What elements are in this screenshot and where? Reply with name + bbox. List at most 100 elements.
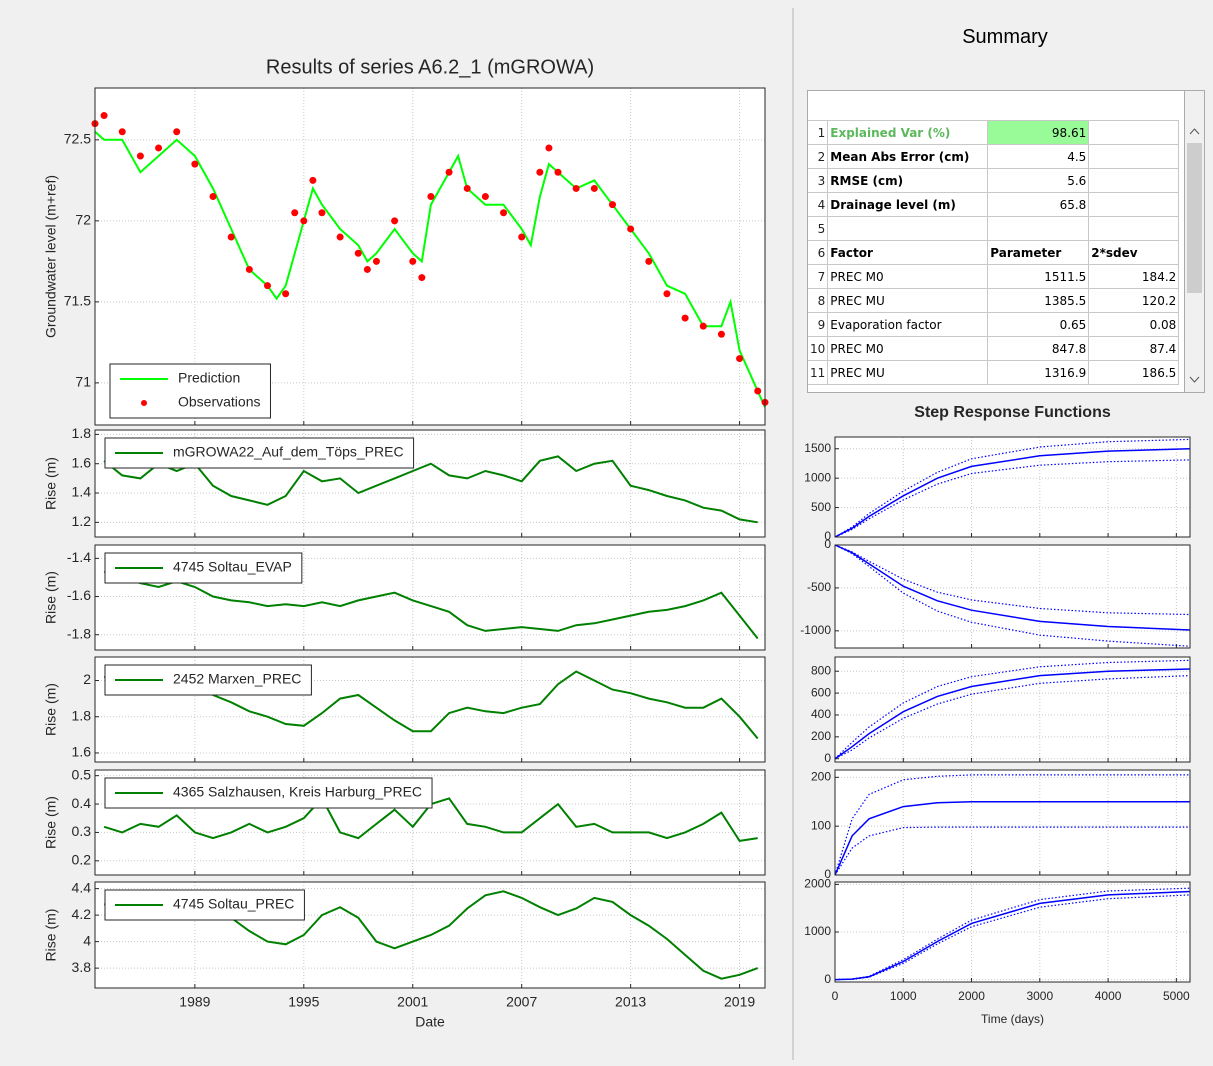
y-tick-label: 0 — [824, 867, 831, 881]
legend-label: 4365 Salzhausen, Kreis Harburg_PREC — [173, 784, 422, 800]
y-tick-label: -1.4 — [67, 549, 91, 565]
y-axis-label: Rise (m) — [43, 909, 59, 962]
series-line — [834, 826, 1190, 876]
observation-point — [227, 233, 235, 241]
y-tick-label: 1.6 — [72, 744, 92, 760]
y-tick-label: 600 — [811, 685, 831, 699]
observation-point — [518, 233, 526, 241]
observation-point — [590, 184, 598, 192]
observation-point — [717, 330, 725, 338]
table-cell: 1316.9 — [987, 360, 1090, 385]
legend-label: 4745 Soltau_EVAP — [173, 559, 292, 575]
table-cell: PREC M0 — [827, 264, 989, 289]
series-line — [834, 675, 1191, 760]
table-row: 3 RMSE (cm) 5.6 — [808, 168, 1180, 193]
table-row: 7 PREC M0 1511.5 184.2 — [808, 264, 1180, 289]
y-tick-label: 500 — [811, 500, 831, 514]
axes-box — [834, 769, 1191, 876]
scroll-thumb[interactable] — [1187, 143, 1202, 293]
table-cell: Explained Var (%) — [827, 120, 989, 145]
legend-label: mGROWA22_Auf_dem_Töps_PREC — [173, 444, 404, 460]
series-line — [834, 544, 1191, 631]
legend: 4365 Salzhausen, Kreis Harburg_PREC — [104, 777, 433, 809]
y-tick-label: 0 — [824, 972, 831, 986]
table-cell: 3 — [808, 168, 829, 193]
axes-box — [94, 87, 766, 426]
y-tick-label: 0.3 — [72, 823, 92, 839]
scroll-down[interactable] — [1189, 376, 1200, 383]
observation-point — [500, 209, 508, 217]
observation-point — [681, 314, 689, 322]
x-tick-label: 2007 — [506, 994, 537, 1010]
table-cell: 5.6 — [987, 168, 1090, 193]
table-cell: 98.61 — [987, 120, 1090, 145]
y-tick-label: 400 — [811, 707, 831, 721]
legend: Prediction Observations — [109, 363, 271, 419]
scroll-up[interactable] — [1189, 128, 1200, 135]
y-axis-label: Rise (m) — [43, 683, 59, 736]
chart-title: Results of series A6.2_1 (mGROWA) — [266, 56, 594, 78]
y-tick-label: 72.5 — [64, 131, 91, 147]
x-axis-label: Time (days) — [981, 1012, 1044, 1026]
observation-point — [209, 193, 217, 201]
table-cell — [827, 216, 989, 241]
table-cell: 5 — [808, 216, 829, 241]
y-tick-label: 200 — [811, 769, 831, 783]
series-line — [834, 544, 1191, 647]
observation-point — [754, 387, 762, 395]
observation-point — [627, 225, 635, 233]
table-cell — [1088, 144, 1180, 169]
axes-box — [94, 769, 766, 876]
observation-point — [263, 282, 271, 290]
y-tick-label: 100 — [811, 818, 831, 832]
y-tick-label: 0.5 — [72, 766, 92, 782]
observation-point — [245, 265, 253, 273]
table-cell: Evaporation factor — [827, 312, 989, 337]
table-cell: 2 — [808, 144, 829, 169]
series-line — [834, 659, 1191, 760]
axes-box — [94, 429, 766, 538]
series-line — [94, 130, 766, 408]
y-tick-label: 2000 — [804, 877, 831, 891]
y-tick-label: 71.5 — [64, 293, 91, 309]
y-tick-label: 1.8 — [72, 707, 92, 723]
scroll-arrows — [1189, 128, 1200, 383]
x-tick-label: 3000 — [1026, 989, 1053, 1003]
observation-point — [645, 257, 653, 265]
table-cell: RMSE (cm) — [827, 168, 989, 193]
x-tick-label: 1995 — [288, 994, 319, 1010]
y-axis-label: Rise (m) — [43, 796, 59, 849]
y-tick-label: 1.8 — [72, 425, 92, 441]
table-cell — [1088, 216, 1180, 241]
observation-point — [191, 160, 199, 168]
table-row: 1 Explained Var (%) 98.61 — [808, 120, 1180, 145]
observation-point — [481, 193, 489, 201]
x-tick-label: 5000 — [1163, 989, 1190, 1003]
observation-point — [291, 209, 299, 217]
axes-box — [94, 544, 766, 651]
series-line — [103, 570, 759, 640]
axes-background — [835, 545, 1190, 648]
observation-point — [318, 209, 326, 217]
axes-background — [835, 770, 1190, 875]
series-line — [834, 544, 1191, 616]
y-tick-label: 4.4 — [72, 879, 92, 895]
y-axis-label: Rise (m) — [43, 571, 59, 624]
x-tick-label: 1989 — [179, 994, 210, 1010]
x-tick-label: 0 — [832, 989, 839, 1003]
table-cell: PREC MU — [827, 288, 989, 313]
table-cell: 7 — [808, 264, 829, 289]
scrollbar[interactable] — [1185, 90, 1205, 393]
legend-label: Observations — [178, 394, 260, 410]
y-axis-label: Groundwater level (m+ref) — [43, 175, 59, 338]
observation-point — [155, 144, 163, 152]
y-tick-label: 4.2 — [72, 906, 92, 922]
y-tick-label: 72 — [75, 212, 91, 228]
y-tick-label: 1000 — [804, 924, 831, 938]
y-tick-label: 71 — [75, 374, 91, 390]
observation-point — [572, 184, 580, 192]
axes-box — [834, 436, 1191, 538]
observation-point — [282, 290, 290, 298]
